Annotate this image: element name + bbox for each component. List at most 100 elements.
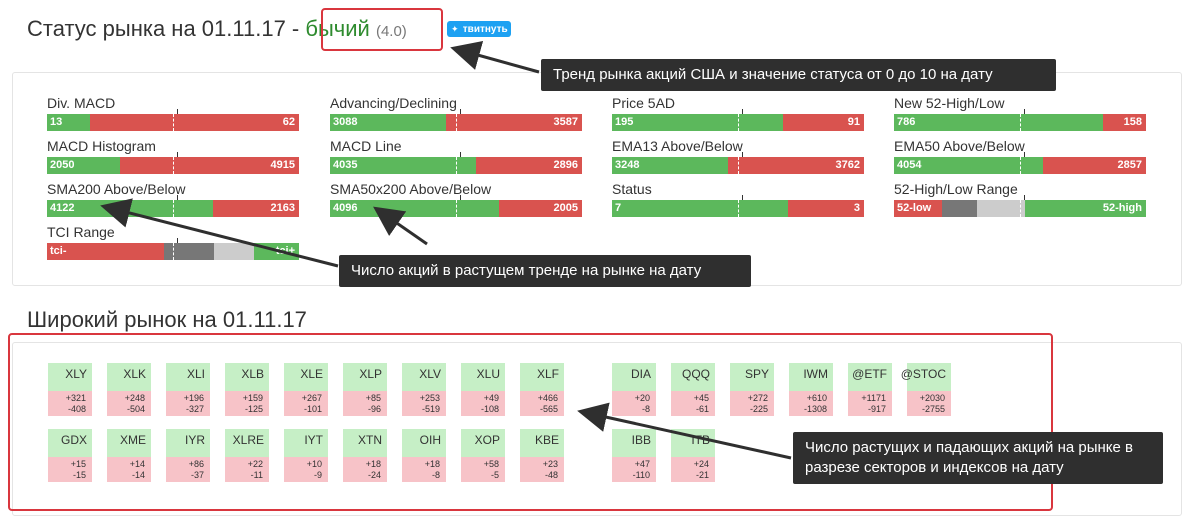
bar-right-value: 3762	[835, 159, 860, 171]
ticker-down: -504	[126, 404, 145, 414]
indicator-label: MACD Line	[330, 138, 402, 154]
bar-left-value: 13	[50, 116, 63, 128]
broad-market-title: Широкий рынок на 01.11.17	[27, 307, 307, 332]
ticker-tile[interactable]: XLY +321 -408	[48, 363, 92, 416]
tweet-label: твитнуть	[462, 24, 508, 35]
indicator-label: Status	[612, 181, 652, 197]
ticker-up: +14	[129, 459, 145, 469]
ticker-tile[interactable]: SPY +272 -225	[730, 363, 774, 416]
indicator-label: Div. MACD	[47, 95, 116, 111]
ticker-tile[interactable]: IYR +86 -37	[166, 429, 210, 482]
bar-right-value: 2163	[270, 202, 295, 214]
ticker-down: -5	[490, 470, 499, 480]
ticker-tile[interactable]: XLF +466 -565	[520, 363, 564, 416]
indicator-label: Price 5AD	[612, 95, 676, 111]
indicator-label: New 52-High/Low	[894, 95, 1005, 111]
bar-left-value: 7	[615, 202, 622, 214]
ticker-name: XLRE	[232, 433, 264, 447]
ticker-name: XLY	[65, 367, 87, 381]
indicator-label: EMA13 Above/Below	[612, 138, 743, 154]
tweet-button[interactable]: ✦ твитнуть	[447, 21, 511, 37]
ticker-tile[interactable]: DIA +20 -8	[612, 363, 656, 416]
arrow-sma50x200	[373, 206, 428, 246]
ticker-tile[interactable]: XTN +18 -24	[343, 429, 387, 482]
ticker-down: -61	[695, 404, 709, 414]
ticker-up: +1171	[861, 393, 886, 403]
ticker-up: +49	[483, 393, 499, 403]
ticker-tile[interactable]: XME +14 -14	[107, 429, 151, 482]
ticker-up: +272	[747, 393, 768, 403]
ticker-up: +10	[306, 459, 322, 469]
trend-highlight-box	[321, 8, 443, 51]
ticker-up: +22	[247, 459, 263, 469]
ticker-tile[interactable]: XLP +85 -96	[343, 363, 387, 416]
ticker-down: -14	[131, 470, 145, 480]
ticker-down: -8	[431, 470, 440, 480]
bar-left-value: 4122	[50, 202, 75, 214]
ticker-up: +248	[124, 393, 145, 403]
bar-left-value: 4054	[897, 159, 922, 171]
ticker-name: KBE	[534, 433, 559, 447]
ticker-tile[interactable]: OIH +18 -8	[402, 429, 446, 482]
ticker-tile[interactable]: IWM +610 -1308	[789, 363, 833, 416]
arrow-sma200	[100, 198, 339, 268]
ticker-tile[interactable]: XLI +196 -327	[166, 363, 210, 416]
ticker-tile[interactable]: KBE +23 -48	[520, 429, 564, 482]
ticker-down: -24	[367, 470, 381, 480]
ticker-tile[interactable]: ITB +24 -21	[671, 429, 715, 482]
ticker-name: XLV	[419, 367, 441, 381]
ticker-tile[interactable]: @ETF +1171 -917	[848, 363, 892, 416]
ticker-down: -108	[480, 404, 499, 414]
bar-left-value: tci-	[50, 245, 67, 257]
ticker-up: +196	[183, 393, 204, 403]
ticker-tile[interactable]: GDX +15 -15	[48, 429, 92, 482]
callout-sectors: Число растущих и падающих акций на рынке…	[793, 432, 1163, 484]
ticker-tile[interactable]: XLK +248 -504	[107, 363, 151, 416]
bar-right-value: 3	[853, 202, 860, 214]
ticker-name: DIA	[630, 367, 651, 381]
status-title: Статус рынка на 01.11.17 - бычий (4.0)	[27, 16, 407, 42]
ticker-tile[interactable]: XLE +267 -101	[284, 363, 328, 416]
indicator-label: 52-High/Low Range	[894, 181, 1018, 197]
ticker-up: +20	[634, 393, 650, 403]
trend-value: бычий	[305, 16, 370, 41]
ticker-down: -110	[632, 470, 650, 480]
ticker-tile[interactable]: XLRE +22 -11	[225, 429, 269, 482]
ticker-down: -225	[749, 404, 768, 414]
ticker-tile[interactable]: QQQ +45 -61	[671, 363, 715, 416]
ticker-tile[interactable]: XLV +253 -519	[402, 363, 446, 416]
ticker-name: IYR	[184, 433, 205, 447]
bar-left-value: 4035	[333, 159, 358, 171]
ticker-tile[interactable]: @STOC +2030 -2755	[901, 363, 951, 416]
bar-left-value: 3248	[615, 159, 640, 171]
ticker-up: +86	[188, 459, 204, 469]
ticker-tile[interactable]: IBB +47 -110	[612, 429, 656, 482]
ticker-name: XLU	[476, 367, 500, 381]
ticker-up: +267	[301, 393, 322, 403]
ticker-tile[interactable]: XLU +49 -108	[461, 363, 505, 416]
bar-right-value: 91	[847, 116, 860, 128]
ticker-name: XLI	[186, 367, 205, 381]
ticker-name: GDX	[60, 433, 87, 447]
ticker-up: +45	[693, 393, 709, 403]
ticker-name: XME	[119, 433, 146, 447]
ticker-tile[interactable]: IYT +10 -9	[284, 429, 328, 482]
ticker-name: IWM	[803, 367, 828, 381]
ticker-tile[interactable]: XOP +58 -5	[461, 429, 505, 482]
ticker-up: +24	[693, 459, 709, 469]
ticker-down: -917	[867, 404, 886, 414]
indicator-label: SMA50x200 Above/Below	[330, 181, 492, 197]
arrow-sectors	[577, 402, 792, 460]
ticker-down: -9	[313, 470, 322, 480]
indicator-bar: 52-low 52-high	[894, 195, 1146, 217]
ticker-tile[interactable]: XLB +159 -125	[225, 363, 269, 416]
bar-left-value: 52-low	[897, 202, 932, 214]
bar-right-value: 62	[282, 116, 295, 128]
ticker-down: -96	[367, 404, 381, 414]
ticker-name: XTN	[358, 433, 382, 447]
ticker-up: +466	[537, 393, 558, 403]
ticker-name: XLB	[241, 367, 264, 381]
ticker-up: +47	[634, 459, 650, 469]
indicator-bar: 4096 2005	[330, 195, 582, 217]
